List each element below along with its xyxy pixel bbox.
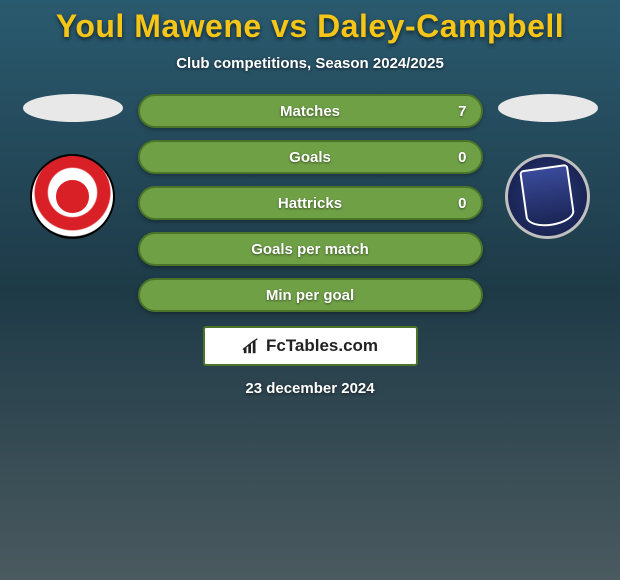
stat-value-right: 0 <box>458 195 466 212</box>
stat-label: Matches <box>280 103 340 120</box>
date-line: 23 december 2024 <box>0 380 620 397</box>
bar-chart-icon <box>242 337 260 355</box>
player-right-club-badge <box>505 154 590 239</box>
stat-value-right: 0 <box>458 149 466 166</box>
player-left-photo-placeholder <box>23 94 123 122</box>
stat-bar-min-per-goal: Min per goal <box>138 278 483 312</box>
stat-bar-matches: Matches 7 <box>138 94 483 128</box>
stat-value-right: 7 <box>458 103 466 120</box>
main-row: Matches 7 Goals 0 Hattricks 0 Goals per … <box>0 94 620 312</box>
stat-bar-goals-per-match: Goals per match <box>138 232 483 266</box>
stat-label: Hattricks <box>278 195 342 212</box>
brand-text: FcTables.com <box>266 336 378 356</box>
stat-label: Goals <box>289 149 331 166</box>
brand-attribution[interactable]: FcTables.com <box>203 326 418 366</box>
stat-label: Goals per match <box>251 241 369 258</box>
subtitle: Club competitions, Season 2024/2025 <box>0 55 620 72</box>
player-left-column <box>23 94 123 239</box>
stat-label: Min per goal <box>266 287 354 304</box>
page-title: Youl Mawene vs Daley-Campbell <box>0 8 620 45</box>
stat-bar-hattricks: Hattricks 0 <box>138 186 483 220</box>
stats-column: Matches 7 Goals 0 Hattricks 0 Goals per … <box>138 94 483 312</box>
comparison-card: Youl Mawene vs Daley-Campbell Club compe… <box>0 0 620 397</box>
player-right-photo-placeholder <box>498 94 598 122</box>
stat-bar-goals: Goals 0 <box>138 140 483 174</box>
player-right-column <box>498 94 598 239</box>
player-left-club-badge <box>30 154 115 239</box>
